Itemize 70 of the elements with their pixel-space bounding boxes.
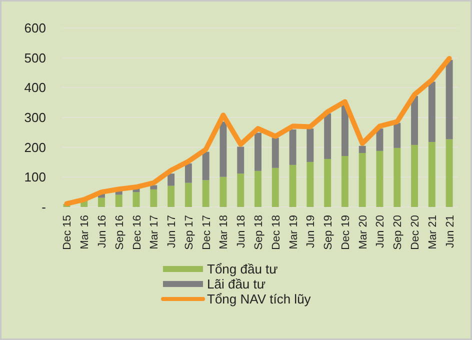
x-tick-label: Jun 21 bbox=[444, 215, 456, 248]
x-tick-label: Dec 17 bbox=[200, 215, 213, 250]
x-tick-label: Dec 16 bbox=[131, 215, 144, 250]
bar bbox=[220, 122, 227, 177]
bar bbox=[272, 138, 279, 168]
x-tick-label: Mar 20 bbox=[357, 215, 370, 250]
y-tick-label: 600 bbox=[24, 20, 46, 36]
x-tick-label: Jun 20 bbox=[374, 215, 387, 248]
x-tick-label: Dec 19 bbox=[340, 215, 352, 250]
x-tick-label: Mar 17 bbox=[148, 215, 161, 250]
bar bbox=[168, 174, 175, 186]
bar bbox=[237, 146, 244, 174]
bar bbox=[306, 128, 314, 162]
y-tick-label: 300 bbox=[24, 110, 46, 126]
x-tick-label: Sep 19 bbox=[322, 215, 335, 250]
bar bbox=[184, 182, 192, 207]
x-tick-label: Dec 20 bbox=[410, 215, 422, 250]
bar bbox=[202, 152, 210, 180]
bar bbox=[358, 153, 366, 207]
x-tick-label: Jun 18 bbox=[236, 215, 248, 248]
bar bbox=[324, 158, 332, 207]
bar bbox=[272, 168, 279, 207]
y-tick-label: 200 bbox=[24, 140, 46, 155]
bar bbox=[184, 163, 192, 183]
x-tick-label: Dec 18 bbox=[270, 215, 282, 250]
x-tick-label: Jun 17 bbox=[166, 215, 178, 248]
bar bbox=[115, 194, 122, 207]
bar bbox=[376, 150, 384, 207]
bar bbox=[254, 170, 262, 207]
x-tick-label: Sep 20 bbox=[392, 215, 404, 250]
bar bbox=[411, 96, 418, 145]
y-tick-label: 100 bbox=[24, 170, 46, 185]
bar bbox=[132, 192, 140, 207]
x-tick-label: Sep 16 bbox=[114, 215, 126, 250]
bar bbox=[446, 139, 453, 207]
bar bbox=[254, 132, 262, 171]
bar bbox=[237, 174, 244, 207]
y-tick-label: 400 bbox=[24, 80, 46, 96]
bar bbox=[168, 186, 175, 207]
bar bbox=[150, 189, 158, 207]
bar bbox=[341, 156, 348, 207]
x-tick-label: Sep 17 bbox=[183, 215, 196, 250]
legend-label: Tổng đầu tư bbox=[207, 262, 278, 277]
x-tick-label: Sep 18 bbox=[253, 215, 265, 250]
bar bbox=[446, 60, 453, 140]
bar bbox=[341, 104, 348, 156]
bar bbox=[428, 82, 436, 142]
bar bbox=[289, 164, 296, 207]
bar bbox=[324, 113, 332, 159]
x-tick-label: Jun 16 bbox=[96, 215, 108, 248]
bar bbox=[306, 162, 314, 207]
x-tick-label: Mar 21 bbox=[426, 215, 439, 250]
bar bbox=[358, 146, 366, 153]
bar bbox=[220, 176, 227, 207]
bar bbox=[98, 198, 105, 207]
bar bbox=[428, 142, 436, 207]
bar bbox=[202, 180, 210, 207]
x-tick-label: Mar 19 bbox=[288, 215, 300, 250]
bar bbox=[394, 122, 401, 148]
bar bbox=[289, 129, 296, 165]
y-tick-label: 500 bbox=[24, 50, 46, 66]
x-tick-label: Jun 19 bbox=[305, 215, 318, 248]
x-tick-label: Mar 16 bbox=[79, 215, 92, 250]
bar bbox=[411, 144, 418, 207]
bar bbox=[394, 148, 401, 207]
legend-label: Lãi đầu tư bbox=[207, 276, 266, 292]
x-tick-label: Dec 15 bbox=[62, 215, 74, 250]
legend-label: Tổng NAV tích lũy bbox=[207, 292, 312, 307]
x-tick-label: Mar 18 bbox=[218, 215, 230, 250]
y-tick-label: - bbox=[42, 200, 46, 215]
